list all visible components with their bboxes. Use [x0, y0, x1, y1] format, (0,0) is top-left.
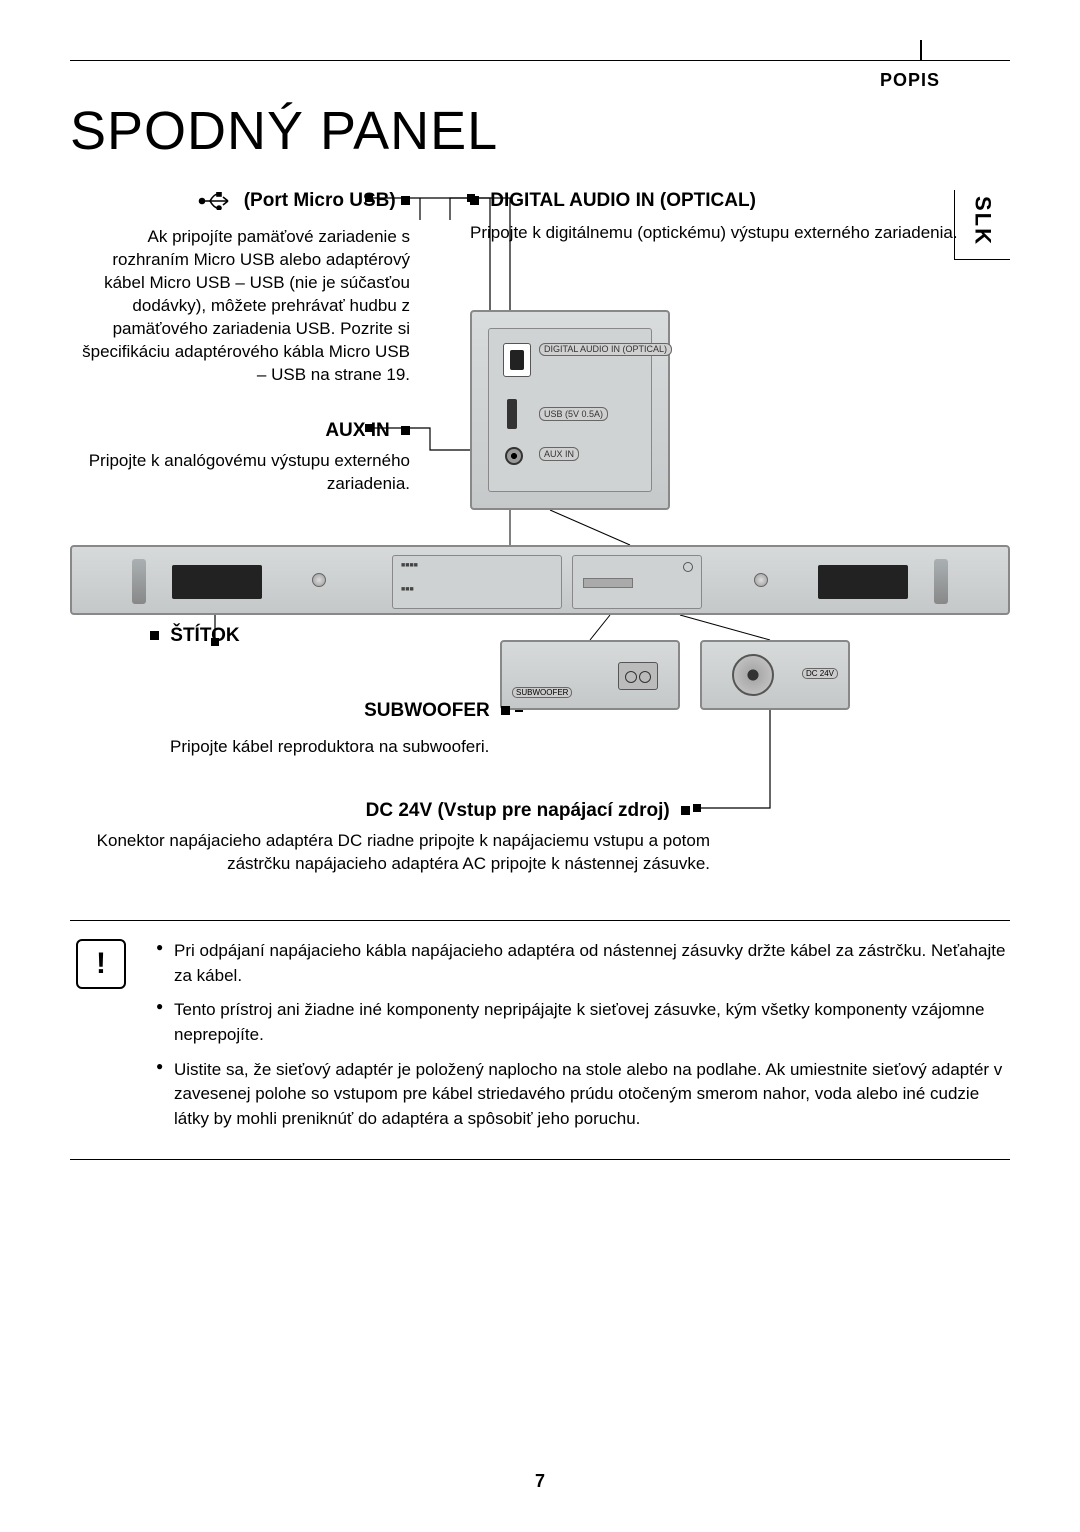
soundbar-recess-ports: ■■■■ ■■■ [392, 555, 562, 609]
caution-item: Pri odpájaní napájacieho kábla napájacie… [156, 939, 1010, 988]
digital-label-text: DIGITAL AUDIO IN (OPTICAL) [490, 190, 756, 211]
dc-port-label: DC 24V [802, 668, 838, 679]
port-panel: DIGITAL AUDIO IN (OPTICAL) USB (5V 0.5A)… [470, 310, 670, 510]
page-title: SPODNÝ PANEL [70, 100, 498, 162]
port-panel-inner: DIGITAL AUDIO IN (OPTICAL) USB (5V 0.5A)… [488, 328, 652, 492]
usb-description: Ak pripojíte pamäťové zariadenie s rozhr… [70, 226, 410, 387]
soundbar-foot-icon [132, 559, 146, 604]
section-header: POPIS [880, 70, 940, 91]
port-panel-diagram: DIGITAL AUDIO IN (OPTICAL) USB (5V 0.5A)… [450, 310, 735, 510]
caution-item: Tento prístroj ani žiadne iné komponenty… [156, 998, 1010, 1047]
recess-mini-label: ■■■■ [401, 562, 418, 569]
subwoofer-callout: SUBWOOFER [170, 700, 510, 722]
callout-marker-icon [150, 631, 159, 640]
recess-dot-icon [683, 562, 693, 572]
usb-callout: (Port Micro USB) Ak pripojíte pamäťové z… [70, 190, 410, 387]
callout-marker-icon [401, 426, 410, 435]
dc-label-text: DC 24V (Vstup pre napájací zdroj) [366, 800, 670, 821]
subwoofer-description: Pripojte kábel reproduktora na subwoofer… [170, 730, 610, 759]
callout-marker-icon [401, 196, 410, 205]
usb-port-icon [507, 399, 517, 429]
callout-marker-icon [470, 196, 479, 205]
usb-icon [198, 192, 232, 216]
page-number: 7 [0, 1471, 1080, 1492]
aux-port-label: AUX IN [539, 447, 579, 461]
soundbar-recess-power [572, 555, 702, 609]
subwoofer-connector-icon [618, 662, 658, 690]
usb-label-text: (Port Micro USB) [244, 190, 396, 211]
screw-icon [312, 573, 326, 587]
dc-jack-icon [732, 654, 774, 696]
optical-port-label: DIGITAL AUDIO IN (OPTICAL) [539, 343, 672, 356]
usb-label: (Port Micro USB) [70, 190, 410, 216]
dc-callout: DC 24V (Vstup pre napájací zdroj) [90, 800, 690, 822]
soundbar-foot-icon [934, 559, 948, 604]
aux-description: Pripojte k analógovému výstupu externého… [70, 450, 410, 496]
dc-label: DC 24V (Vstup pre napájací zdroj) [90, 800, 690, 822]
aux-label: AUX IN [70, 420, 410, 442]
subwoofer-port-label: SUBWOOFER [512, 687, 572, 698]
digital-description: Pripojte k digitálnemu (optickému) výstu… [470, 222, 970, 245]
aux-port-icon [505, 447, 523, 465]
subwoofer-label-text: SUBWOOFER [364, 700, 490, 721]
aux-label-text: AUX IN [325, 420, 389, 441]
dc-panel: DC 24V [700, 640, 850, 710]
soundbar-diagram: ■■■■ ■■■ [70, 545, 1010, 615]
caution-item: Uistite sa, že sieťový adaptér je polože… [156, 1058, 1010, 1132]
stitok-label-text: ŠTÍTOK [170, 625, 239, 646]
top-tick [920, 40, 922, 60]
recess-slot-icon [583, 578, 633, 588]
language-tab-text: SLK [970, 190, 996, 246]
caution-list: Pri odpájaní napájacieho kábla napájacie… [156, 939, 1010, 1141]
stitok-callout: ŠTÍTOK [150, 625, 410, 647]
screw-icon [754, 573, 768, 587]
digital-label: DIGITAL AUDIO IN (OPTICAL) [470, 190, 970, 212]
usb-port-label: USB (5V 0.5A) [539, 407, 608, 421]
optical-port-icon [503, 343, 531, 377]
stitok-label: ŠTÍTOK [150, 625, 410, 647]
aux-callout: AUX IN Pripojte k analógovému výstupu ex… [70, 420, 410, 496]
soundbar-label-plate [818, 565, 908, 599]
subwoofer-panel: SUBWOOFER [500, 640, 680, 710]
recess-mini-label: ■■■ [401, 586, 414, 593]
caution-icon: ! [76, 939, 126, 989]
soundbar-label-plate [172, 565, 262, 599]
subwoofer-label: SUBWOOFER [170, 700, 510, 722]
caution-note-box: ! Pri odpájaní napájacieho kábla napájac… [70, 920, 1010, 1160]
manual-page: POPIS SLK SPODNÝ PANEL [0, 0, 1080, 1532]
callout-marker-icon [501, 706, 510, 715]
dc-description: Konektor napájacieho adaptéra DC riadne … [70, 830, 710, 876]
top-rule [70, 60, 1010, 61]
callout-marker-icon [681, 806, 690, 815]
digital-callout: DIGITAL AUDIO IN (OPTICAL) Pripojte k di… [470, 190, 970, 245]
bottom-port-panels: SUBWOOFER DC 24V [500, 640, 870, 720]
